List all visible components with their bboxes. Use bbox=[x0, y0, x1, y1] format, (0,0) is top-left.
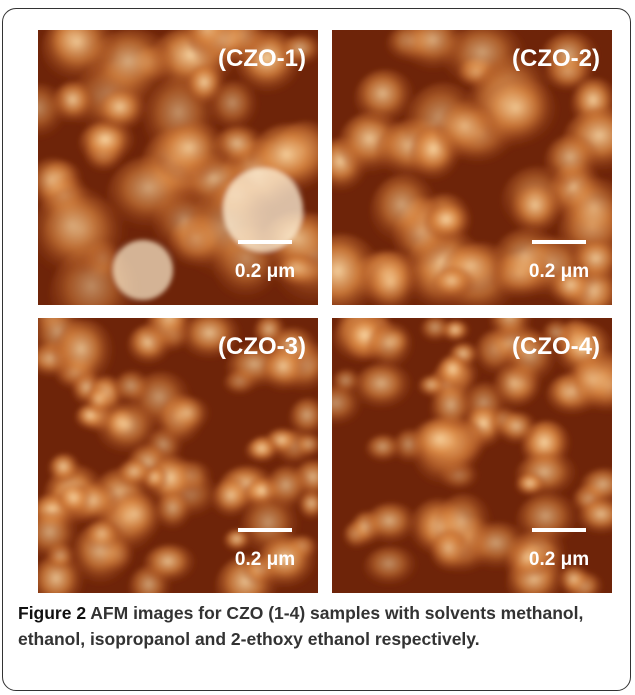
scale-label: 0.2 μm bbox=[235, 261, 295, 282]
afm-grain bbox=[155, 122, 232, 187]
afm-image: (CZO-1) 0.2 μm bbox=[38, 30, 318, 305]
afm-grain bbox=[223, 168, 303, 252]
afm-grain bbox=[364, 503, 419, 548]
afm-image: (CZO-3) 0.2 μm bbox=[38, 318, 318, 593]
afm-image: (CZO-2) 0.2 μm bbox=[332, 30, 612, 305]
afm-grain bbox=[424, 203, 472, 243]
afm-grain bbox=[52, 320, 117, 394]
afm-grain bbox=[410, 418, 476, 472]
afm-grain bbox=[96, 89, 148, 135]
scale-label: 0.2 μm bbox=[235, 549, 295, 570]
afm-grain bbox=[48, 453, 81, 486]
page: (CZO-1)0.2 μm(CZO-2)0.2 μm(CZO-3)0.2 μm(… bbox=[0, 0, 635, 695]
afm-grain bbox=[363, 546, 419, 590]
scale-label: 0.2 μm bbox=[529, 549, 589, 570]
scale-label: 0.2 μm bbox=[529, 261, 589, 282]
afm-grain bbox=[365, 434, 403, 465]
caption-label: Figure 2 bbox=[18, 603, 86, 623]
afm-grain bbox=[516, 493, 582, 550]
panel-label: (CZO-1) bbox=[218, 45, 306, 72]
panel-label: (CZO-3) bbox=[218, 333, 306, 360]
caption-text: AFM images for CZO (1-4) samples with so… bbox=[18, 603, 583, 649]
panel-label: (CZO-4) bbox=[512, 333, 600, 360]
afm-grain bbox=[430, 530, 471, 576]
afm-grain bbox=[168, 397, 213, 436]
caption: Figure 2 AFM images for CZO (1-4) sample… bbox=[18, 600, 608, 652]
afm-grain bbox=[354, 70, 417, 130]
afm-grain bbox=[432, 267, 476, 302]
afm-grain bbox=[498, 412, 539, 448]
afm-grain bbox=[143, 544, 198, 586]
afm-grain bbox=[435, 101, 500, 163]
panel-label: (CZO-2) bbox=[512, 45, 600, 72]
afm-grain bbox=[117, 459, 155, 490]
afm-grain bbox=[367, 323, 416, 374]
afm-grain bbox=[437, 354, 471, 390]
afm-image: (CZO-4) 0.2 μm bbox=[332, 318, 612, 593]
afm-grain bbox=[265, 465, 312, 514]
afm-grain bbox=[113, 240, 173, 300]
afm-grain bbox=[245, 438, 282, 466]
afm-grain bbox=[97, 402, 162, 459]
afm-grain bbox=[155, 491, 194, 534]
